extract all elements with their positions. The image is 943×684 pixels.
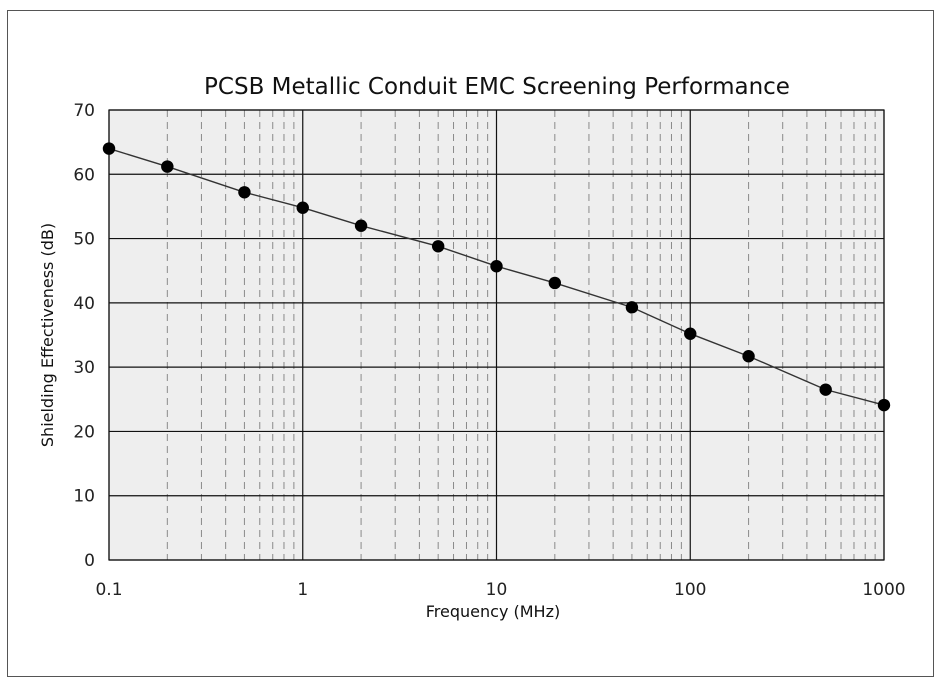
tick-labels: 0 10 20 30 40 50 60 70 0.1 1 10 100 1000 bbox=[73, 101, 905, 600]
x-axis-label: Frequency (MHz) bbox=[426, 602, 560, 621]
y-tick-label: 10 bbox=[73, 487, 95, 507]
x-tick-label: 1000 bbox=[862, 580, 905, 600]
plot-border bbox=[108, 109, 885, 561]
data-point bbox=[877, 398, 891, 412]
y-tick-label: 20 bbox=[73, 422, 95, 442]
y-tick-label: 50 bbox=[73, 230, 95, 250]
data-point bbox=[161, 160, 174, 173]
data-point bbox=[238, 186, 251, 199]
series bbox=[102, 142, 891, 412]
data-point bbox=[742, 350, 755, 363]
data-point bbox=[296, 201, 309, 214]
x-tick-label: 0.1 bbox=[95, 580, 122, 600]
y-axis-label: Shielding Effectiveness (dB) bbox=[38, 223, 57, 447]
data-point bbox=[490, 260, 503, 273]
y-tick-label: 60 bbox=[73, 165, 95, 185]
data-point bbox=[684, 327, 697, 340]
x-tick-label: 1 bbox=[297, 580, 308, 600]
y-tick-label: 30 bbox=[73, 358, 95, 378]
major-grid bbox=[108, 109, 885, 561]
data-point bbox=[548, 276, 562, 290]
data-point bbox=[625, 301, 639, 314]
data-point bbox=[354, 219, 368, 232]
x-tick-label: 100 bbox=[674, 580, 706, 600]
data-point bbox=[431, 240, 445, 253]
x-tick-label: 10 bbox=[486, 580, 508, 600]
data-point bbox=[819, 383, 832, 396]
y-tick-label: 40 bbox=[73, 294, 95, 314]
y-tick-label: 0 bbox=[84, 551, 95, 571]
minor-grid bbox=[166, 110, 876, 560]
chart-title: PCSB Metallic Conduit EMC Screening Perf… bbox=[204, 74, 790, 100]
data-point bbox=[102, 142, 116, 155]
y-tick-label: 70 bbox=[73, 101, 95, 121]
